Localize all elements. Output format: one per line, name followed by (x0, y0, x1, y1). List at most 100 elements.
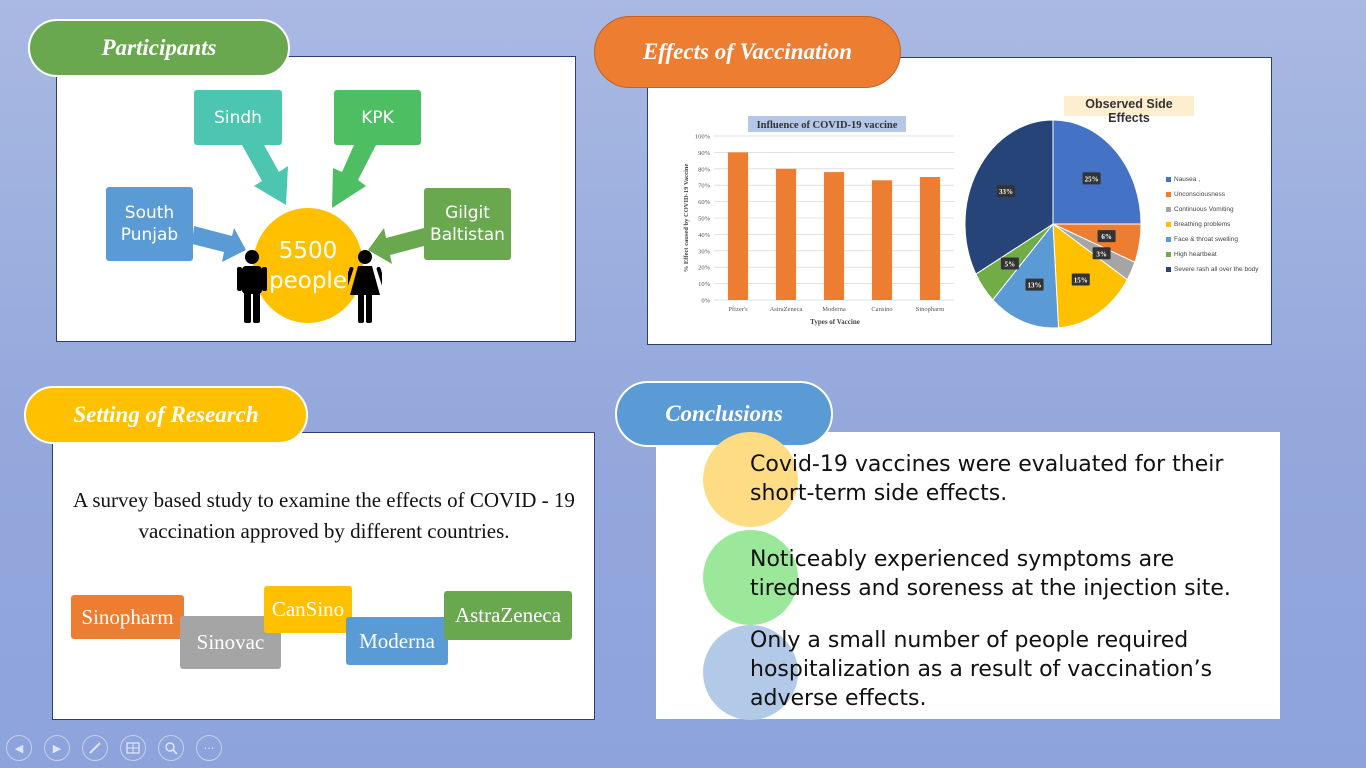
pie-legend-label: Face & throat swelling (1174, 236, 1238, 243)
bar-chart-xtick: Moderna (822, 306, 846, 313)
vaccine-cansino: CanSino (264, 586, 352, 633)
conclusion-text-1: Covid-19 vaccines were evaluated for the… (750, 452, 1224, 506)
setting-panel (52, 432, 595, 720)
people-count-label: people (269, 268, 347, 294)
pie-legend-item: Unconsciousness (1166, 187, 1270, 202)
pie-value-label-bg (1000, 257, 1019, 270)
pie-value-label-bg (997, 185, 1016, 198)
pie-slice (1052, 119, 1142, 225)
bar-chart-xlabel: Types of Vaccine (810, 318, 860, 326)
vaccine-sinopharm: Sinopharm (71, 595, 184, 639)
pie-value-label: 5% (1005, 261, 1016, 269)
bar-chart-ytick: 90% (698, 150, 711, 157)
bar-chart-ytick: 40% (698, 232, 711, 239)
pie-chart-title (1064, 96, 1194, 116)
south-punjab-arrow (192, 226, 246, 262)
people-circle (253, 208, 363, 323)
pie-legend-label: Nausea , (1174, 176, 1201, 183)
pie-legend-swatch (1166, 207, 1171, 212)
pie-value-label-bg (1025, 278, 1044, 291)
effects-title: Effects of Vaccination (594, 16, 901, 88)
pie-chart: 25% 6% 3% 15% 13% 5% 33% (964, 119, 1142, 329)
bar-chart-ytick: 60% (698, 199, 711, 206)
bar-chart-title-bg (748, 116, 906, 132)
more-icon[interactable]: ··· (196, 735, 222, 761)
bar-chart-xtick: Sinopharm (916, 306, 945, 313)
bar-chart-title: Influence of COVID-19 vaccine (757, 120, 898, 131)
pie-legend-swatch (1166, 267, 1171, 272)
pie-legend-item: Nausea , (1166, 172, 1270, 187)
people-count-value: 5500 (278, 238, 338, 264)
pie-legend-item: Continuous Vomiting (1166, 202, 1270, 217)
participants-title: Participants (28, 19, 290, 77)
bar-chart-ytick: 30% (698, 248, 711, 255)
pie-legend-label: Continuous Vomiting (1174, 206, 1234, 213)
pie-value-label: 6% (1101, 233, 1112, 241)
pie-value-label: 13% (1028, 282, 1042, 290)
woman-icon (348, 250, 382, 323)
people-count: 5500 people (253, 236, 363, 296)
bar-chart-ytick: 0% (701, 298, 710, 305)
bar-chart-ytick: 80% (698, 166, 711, 173)
pie-legend-item: Face & throat swelling (1166, 232, 1270, 247)
region-kpk: KPK (334, 90, 421, 145)
bar (871, 180, 893, 300)
pie-legend: Nausea , Unconsciousness Continuous Vomiti… (1166, 172, 1270, 277)
next-icon[interactable]: ▶ (44, 735, 70, 761)
bar (775, 168, 797, 300)
setting-description: A survey based study to examine the effe… (73, 488, 575, 543)
pie-value-label: 15% (1074, 277, 1088, 285)
pie-legend-label: High heartbeat (1174, 251, 1217, 258)
pie-value-label: 3% (1096, 250, 1107, 258)
previous-icon[interactable]: ◀ (6, 735, 32, 761)
bar-chart-xtick: Pfizer's (728, 306, 748, 313)
pie-legend-swatch (1166, 177, 1171, 182)
pie-legend-label: Breathing problems (1174, 221, 1231, 228)
bar (823, 172, 845, 300)
pie-legend-item: Breathing problems (1166, 217, 1270, 232)
region-south-punjab: South Punjab (106, 187, 193, 261)
pie-legend-item: Severe rash all over the body (1166, 262, 1270, 277)
pie-legend-swatch (1166, 252, 1171, 257)
pie-value-label-bg (1071, 273, 1090, 286)
pie-legend-swatch (1166, 237, 1171, 242)
vaccine-moderna: Moderna (346, 617, 448, 665)
vaccine-astrazeneca: AstraZeneca (444, 591, 572, 640)
gilgit-arrow (368, 228, 424, 264)
pie-legend-swatch (1166, 192, 1171, 197)
setting-title: Setting of Research (24, 386, 308, 444)
bar-chart-ytick: 100% (695, 134, 711, 141)
pie-value-label-bg (1092, 247, 1111, 260)
pie-legend-swatch (1166, 222, 1171, 227)
conclusion-text-2: Noticeably experienced symptoms are tire… (750, 547, 1231, 601)
pie-legend-item: High heartbeat (1166, 247, 1270, 262)
pie-legend-label: Unconsciousness (1174, 191, 1225, 198)
bar-chart-ytick: 20% (698, 265, 711, 272)
pie-value-label: 33% (999, 188, 1013, 196)
bar (919, 177, 941, 300)
bar-chart-ytick: 50% (698, 216, 711, 223)
kpk-arrow (332, 145, 376, 208)
bar-chart-xtick: Cansino (871, 306, 892, 313)
pie-value-label-bg (1097, 230, 1116, 243)
pie-value-label-bg (1082, 172, 1101, 185)
conclusions-title: Conclusions (615, 381, 833, 447)
pen-icon[interactable] (82, 735, 108, 761)
bar-chart-xtick: AstraZeneca (770, 306, 803, 313)
conclusion-bullet-2 (703, 530, 798, 625)
pie-chart-title-text: Observed Side Effects (1085, 97, 1173, 125)
region-gilgit-baltistan: Gilgit Baltistan (424, 188, 511, 260)
conclusion-bullet-1 (703, 432, 798, 527)
zoom-icon[interactable] (158, 735, 184, 761)
sindh-arrow (242, 145, 288, 205)
pie-slice (1052, 222, 1128, 329)
conclusion-text-3: Only a small number of people required h… (750, 628, 1213, 711)
pie-slice (992, 222, 1060, 329)
conclusion-bullet-3 (703, 625, 798, 720)
bar (727, 152, 749, 300)
bar-chart-ylabel: % Effect caused by COVID-19 Vaccine (683, 164, 690, 273)
region-sindh: Sindh (194, 90, 282, 145)
bar-chart: Influence of COVID-19 vaccine % Effect c… (683, 116, 954, 326)
slides-icon[interactable] (120, 735, 146, 761)
